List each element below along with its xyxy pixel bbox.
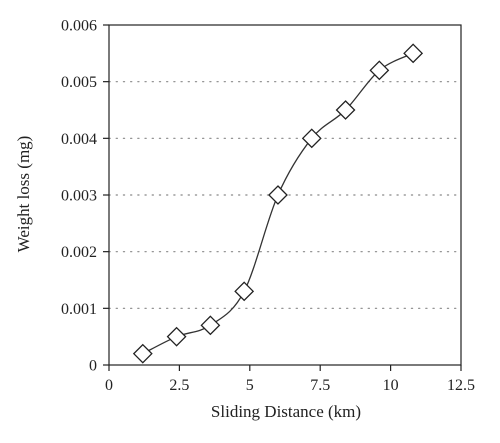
x-tick-label-5: 12.5 bbox=[447, 377, 475, 394]
y-tick-label-4: 0.004 bbox=[61, 131, 97, 148]
y-tick-label-1: 0.001 bbox=[61, 301, 97, 318]
x-tick-label-0: 0 bbox=[105, 377, 113, 394]
y-tick-label-2: 0.002 bbox=[61, 244, 97, 261]
y-tick-label-5: 0.005 bbox=[61, 74, 97, 91]
y-axis-title: Weight loss (mg) bbox=[14, 136, 33, 253]
x-tick-label-4: 10 bbox=[383, 377, 399, 394]
y-tick-label-0: 0 bbox=[89, 358, 97, 375]
axis-ticks: 0 0.001 0.002 0.003 0.004 0.005 0.006 0 2.5 5 7.5 1… bbox=[61, 18, 475, 395]
data-point-7 bbox=[369, 60, 390, 81]
x-tick-label-1: 2.5 bbox=[169, 377, 189, 394]
data-point-1 bbox=[166, 326, 187, 347]
x-tick-label-2: 5 bbox=[246, 377, 254, 394]
y-tick-label-3: 0.003 bbox=[61, 188, 97, 205]
axis-labels: Sliding Distance (km) Weight loss (mg) bbox=[14, 136, 361, 421]
x-tick-label-3: 7.5 bbox=[310, 377, 330, 394]
data-series bbox=[132, 43, 424, 364]
data-point-6 bbox=[335, 100, 356, 120]
data-point-0 bbox=[132, 343, 153, 364]
data-point-3 bbox=[234, 281, 255, 302]
data-point-4 bbox=[268, 185, 288, 205]
data-point-8 bbox=[403, 43, 424, 64]
data-point-5 bbox=[301, 128, 322, 149]
x-axis-title: Sliding Distance (km) bbox=[211, 402, 361, 421]
data-point-2 bbox=[200, 315, 221, 336]
grid-lines bbox=[108, 81, 462, 309]
y-tick-label-6: 0.006 bbox=[61, 18, 97, 35]
